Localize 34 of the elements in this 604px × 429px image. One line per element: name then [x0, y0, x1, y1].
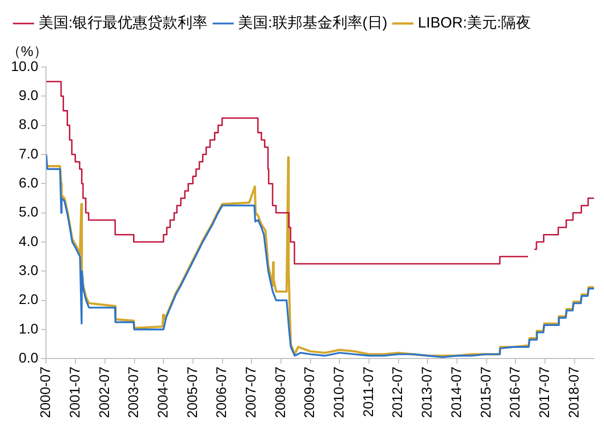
x-tick-label: 2007-07 — [242, 366, 259, 418]
y-tick-label: 2.0 — [18, 291, 38, 308]
y-tick-label: 5.0 — [18, 204, 38, 220]
x-tick-label: 2018-07 — [565, 366, 582, 418]
x-tick-label: 2010-07 — [330, 366, 347, 418]
x-tick-label: 2015-07 — [477, 366, 494, 418]
y-tick-label: 9.0 — [18, 87, 38, 104]
y-tick-label: 6.0 — [18, 174, 38, 191]
y-axis-title: （%） — [6, 42, 48, 59]
y-tick-label: 0.0 — [18, 349, 38, 366]
x-tick-label: 2011-07 — [360, 366, 376, 417]
x-tick-label: 2005-07 — [184, 366, 200, 418]
x-tick-label: 2016-07 — [506, 366, 523, 418]
legend-label: 美国:银行最优惠贷款利率 — [38, 14, 208, 32]
y-tick-label: 4.0 — [18, 232, 38, 249]
y-tick-label: 7.0 — [18, 145, 38, 162]
x-tick-label: 2006-07 — [213, 366, 230, 418]
y-tick-label: 10.0 — [11, 58, 38, 74]
legend-label: LIBOR:美元:隔夜 — [418, 14, 532, 32]
x-tick-label: 2014-07 — [448, 366, 464, 418]
x-tick-label: 2003-07 — [125, 366, 142, 418]
x-tick-label: 2008-07 — [272, 366, 288, 418]
x-tick-label: 2001-07 — [66, 366, 82, 418]
x-tick-label: 2000-07 — [37, 366, 54, 418]
x-tick-label: 2004-07 — [154, 366, 170, 418]
y-tick-label: 3.0 — [18, 262, 38, 278]
y-tick-label: 1.0 — [18, 320, 38, 336]
x-tick-label: 2017-07 — [536, 366, 552, 418]
x-tick-label: 2002-07 — [96, 366, 112, 418]
legend-label: 美国:联邦基金利率(日) — [238, 14, 388, 32]
x-tick-label: 2012-07 — [389, 366, 406, 418]
y-tick-label: 8.0 — [18, 116, 38, 132]
x-tick-label: 2013-07 — [418, 366, 435, 418]
x-tick-label: 2009-07 — [301, 366, 318, 418]
